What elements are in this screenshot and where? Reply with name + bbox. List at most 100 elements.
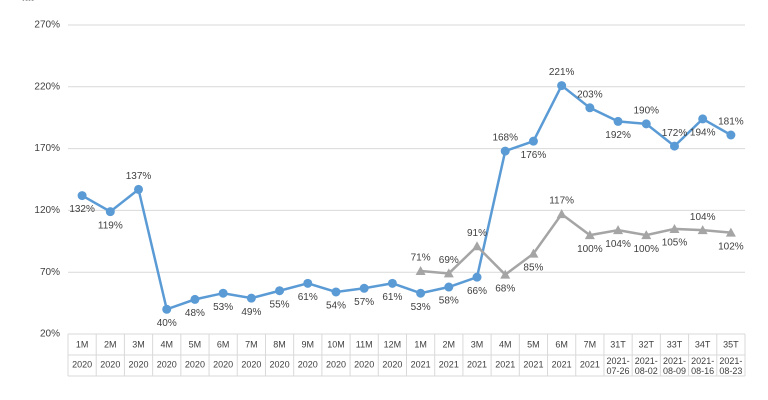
data-label: 172%	[662, 128, 688, 139]
data-label: 69%	[439, 255, 459, 266]
data-label: 104%	[690, 212, 716, 223]
data-label: 49%	[241, 307, 261, 318]
data-label: 192%	[605, 130, 631, 141]
marker	[613, 225, 624, 235]
data-label: 48%	[185, 308, 205, 319]
x-tick-sublabel: 2020	[157, 359, 177, 369]
x-tick-sublabel: 2021	[495, 359, 515, 369]
x-tick-label: 3M	[471, 339, 484, 349]
y-tick-label: 270%	[34, 20, 60, 31]
marker	[556, 209, 567, 219]
marker	[669, 223, 680, 233]
data-label: 85%	[523, 262, 543, 273]
x-tick-label: 9M	[302, 339, 315, 349]
data-label: 57%	[354, 297, 374, 308]
marker	[669, 141, 679, 151]
marker	[726, 130, 736, 140]
marker	[444, 282, 454, 292]
x-tick-label: 2M	[104, 339, 117, 349]
data-label: 132%	[69, 204, 95, 215]
data-label: 176%	[521, 150, 547, 161]
data-label: 61%	[382, 292, 402, 303]
x-tick-label: 6M	[217, 339, 230, 349]
marker	[443, 268, 454, 278]
x-tick-sublabel: 2020	[100, 359, 120, 369]
marker	[500, 269, 511, 279]
x-tick-sublabel: 2021	[552, 359, 572, 369]
y-tick-label: 70%	[40, 267, 60, 278]
x-tick-sublabel: 2020	[354, 359, 374, 369]
x-tick-label: 2M	[443, 339, 456, 349]
x-tick-sublabel: 2020	[213, 359, 233, 369]
data-label: 53%	[213, 302, 233, 313]
x-tick-sublabel: 2020	[382, 359, 402, 369]
marker	[500, 146, 510, 156]
x-tick-sublabel: 2021-08-09	[663, 356, 686, 376]
x-tick-label: 8M	[273, 339, 286, 349]
x-tick-sublabel: 2021-08-16	[691, 356, 714, 376]
x-tick-sublabel: 2021	[580, 359, 600, 369]
marker	[472, 241, 483, 251]
x-tick-label: 7M	[584, 339, 597, 349]
x-tick-sublabel: 2021	[523, 359, 543, 369]
marker	[162, 304, 172, 314]
x-tick-label: 12M	[384, 339, 402, 349]
marker	[303, 278, 313, 288]
x-tick-label: 6M	[555, 339, 568, 349]
x-tick-sublabel: 2021-07-26	[607, 356, 630, 376]
y-tick-label: 170%	[34, 143, 60, 154]
data-label: 181%	[718, 117, 744, 128]
x-tick-sublabel: 2020	[326, 359, 346, 369]
marker	[246, 293, 256, 303]
marker	[472, 272, 482, 282]
marker	[416, 288, 426, 298]
x-tick-label: 32T	[639, 339, 655, 349]
marker	[134, 184, 144, 194]
marker	[641, 230, 652, 240]
x-tick-sublabel: 2020	[129, 359, 149, 369]
marker	[218, 288, 228, 298]
x-tick-sublabel: 2021-08-23	[719, 356, 742, 376]
y-tick-label: 20%	[40, 329, 60, 340]
x-tick-label: 3M	[132, 339, 145, 349]
data-label: 100%	[633, 244, 659, 255]
data-label: 68%	[495, 283, 515, 294]
x-tick-sublabel: 2020	[298, 359, 318, 369]
x-tick-label: 31T	[610, 339, 626, 349]
data-label: 100%	[577, 244, 603, 255]
x-tick-label: 5M	[189, 339, 202, 349]
marker	[275, 286, 285, 296]
marker	[528, 136, 538, 146]
marker	[77, 191, 87, 201]
data-label: 203%	[577, 89, 603, 100]
data-label: 119%	[98, 220, 123, 231]
x-tick-label: 35T	[723, 339, 739, 349]
data-label: 104%	[605, 239, 631, 250]
x-tick-sublabel: 2020	[185, 359, 205, 369]
data-label: 102%	[718, 241, 744, 252]
x-tick-label: 5M	[527, 339, 540, 349]
marker	[584, 230, 595, 240]
marker	[641, 119, 651, 129]
data-label: 66%	[467, 286, 487, 297]
x-tick-label: 11M	[356, 339, 373, 349]
marker	[585, 103, 595, 113]
x-tick-label: 7M	[245, 339, 258, 349]
marker	[613, 116, 623, 126]
data-label: 105%	[662, 238, 688, 249]
marker	[725, 227, 736, 237]
marker	[387, 278, 397, 288]
data-label: 54%	[326, 301, 346, 312]
marker	[105, 207, 115, 217]
x-tick-label: 1M	[76, 339, 89, 349]
x-tick-label: 4M	[160, 339, 173, 349]
x-tick-sublabel: 2021-08-02	[635, 356, 658, 376]
marker	[698, 114, 708, 124]
x-tick-sublabel: 2021	[467, 359, 487, 369]
data-label: 190%	[633, 106, 659, 117]
x-tick-sublabel: 2020	[72, 359, 92, 369]
x-tick-label: 10M	[327, 339, 345, 349]
x-tick-sublabel: 2021	[411, 359, 431, 369]
series-line	[420, 212, 732, 277]
